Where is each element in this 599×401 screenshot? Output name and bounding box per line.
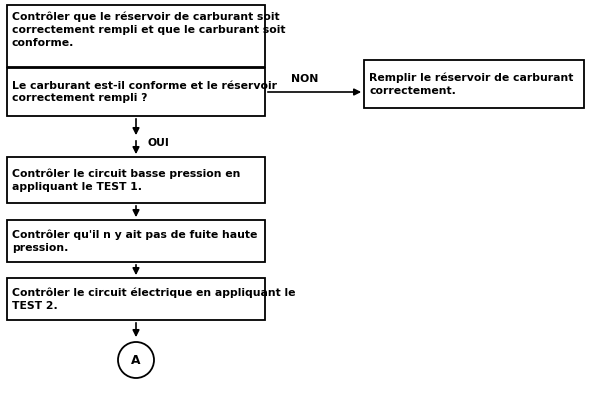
Bar <box>7 5 265 67</box>
Text: OUI: OUI <box>148 138 170 148</box>
Bar <box>7 68 265 116</box>
Bar <box>7 157 265 203</box>
Bar <box>7 220 265 262</box>
Text: Contrôler que le réservoir de carburant soit
correctement rempli et que le carbu: Contrôler que le réservoir de carburant … <box>12 12 286 48</box>
Text: Contrôler le circuit électrique en appliquant le
TEST 2.: Contrôler le circuit électrique en appli… <box>12 288 295 311</box>
Text: Contrôler qu'il n y ait pas de fuite haute
pression.: Contrôler qu'il n y ait pas de fuite hau… <box>12 229 258 253</box>
Text: Contrôler le circuit basse pression en
appliquant le TEST 1.: Contrôler le circuit basse pression en a… <box>12 168 240 192</box>
Text: A: A <box>131 354 141 367</box>
Text: Le carburant est-il conforme et le réservoir
correctement rempli ?: Le carburant est-il conforme et le réser… <box>12 81 277 103</box>
Text: Remplir le réservoir de carburant
correctement.: Remplir le réservoir de carburant correc… <box>369 72 573 96</box>
Bar <box>364 60 584 108</box>
Text: NON: NON <box>291 74 319 84</box>
Bar <box>7 278 265 320</box>
